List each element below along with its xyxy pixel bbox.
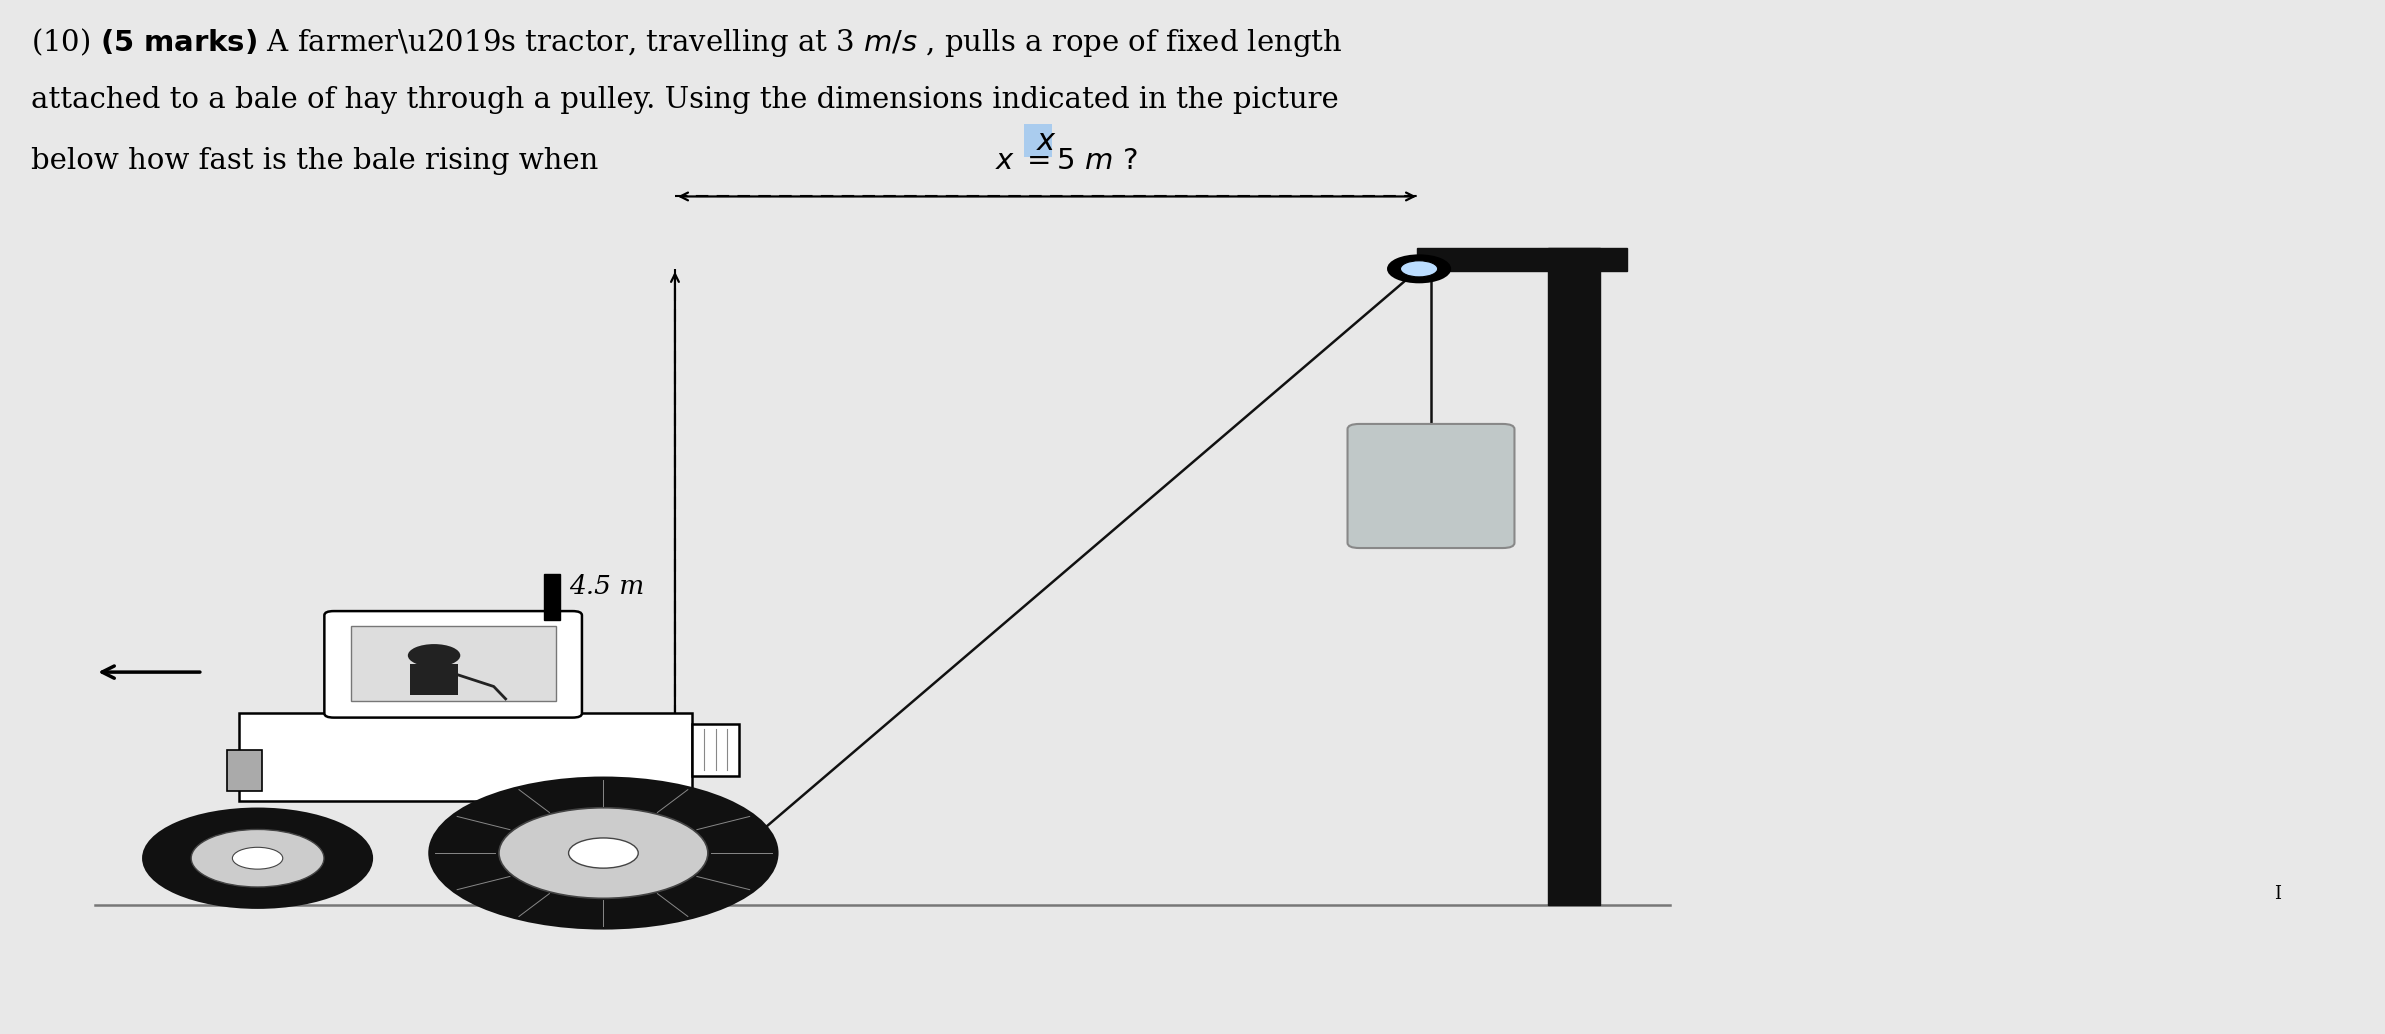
Text: $= 5\ m\ ?$: $= 5\ m\ ?$ — [1021, 147, 1138, 175]
Text: $x$: $x$ — [1037, 126, 1057, 157]
Circle shape — [191, 829, 324, 887]
Bar — [692, 724, 739, 776]
Text: attached to a bale of hay through a pulley. Using the dimensions indicated in th: attached to a bale of hay through a pull… — [31, 86, 1338, 114]
Circle shape — [1388, 255, 1450, 282]
Text: below how fast is the bale rising when: below how fast is the bale rising when — [31, 147, 608, 175]
Circle shape — [143, 809, 372, 908]
FancyBboxPatch shape — [1026, 124, 1052, 157]
Bar — [544, 574, 560, 620]
Bar — [1548, 248, 1600, 905]
Text: (10) $\bf{(5\ marks)}$ A farmer\u2019s tractor, travelling at 3 $m/s$ , pulls a : (10) $\bf{(5\ marks)}$ A farmer\u2019s t… — [31, 26, 1343, 59]
Bar — [410, 664, 458, 695]
Bar — [238, 713, 692, 801]
Text: 4.5 m: 4.5 m — [568, 574, 644, 600]
Circle shape — [1400, 261, 1438, 277]
FancyBboxPatch shape — [1348, 424, 1514, 548]
Circle shape — [498, 808, 708, 899]
FancyBboxPatch shape — [324, 611, 582, 718]
Text: I: I — [2275, 885, 2280, 904]
Bar — [227, 750, 262, 791]
Circle shape — [429, 778, 778, 929]
Circle shape — [408, 644, 460, 667]
Circle shape — [231, 847, 284, 870]
Text: $x$: $x$ — [995, 147, 1014, 175]
Bar — [1417, 248, 1627, 271]
Circle shape — [568, 838, 639, 869]
Bar — [351, 626, 556, 701]
